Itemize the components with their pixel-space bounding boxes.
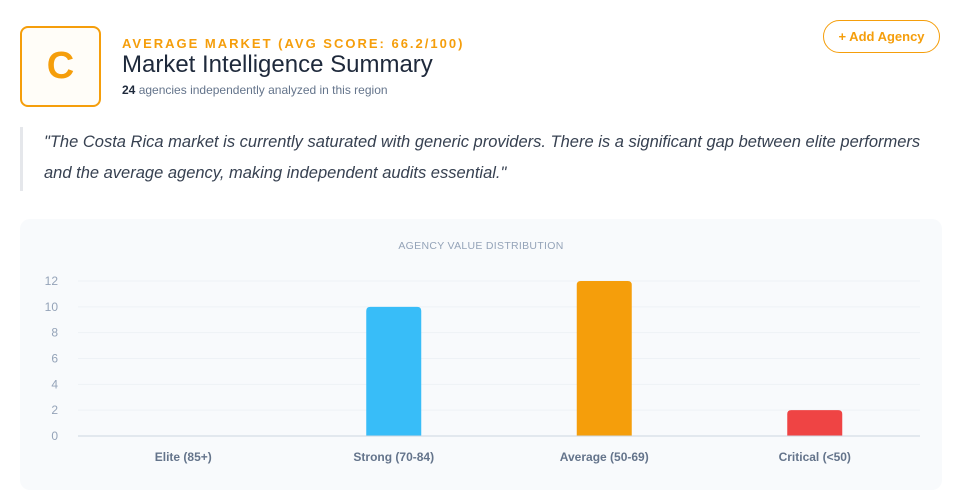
market-summary-quote: "The Costa Rica market is currently satu… [20,127,930,191]
agency-value-distribution-chart: AGENCY VALUE DISTRIBUTION 0 2 4 6 8 10 12 Elite… [20,219,942,490]
y-tick-label: 0 [51,429,58,443]
y-tick-label: 2 [51,403,58,417]
chart-bars [366,281,843,436]
agency-count: 24 [122,83,136,97]
x-category-label: Elite (85+) [155,450,212,464]
add-agency-button[interactable]: + Add Agency [823,20,940,53]
y-tick-label: 12 [45,274,59,288]
y-tick-label: 8 [51,326,58,340]
chart-labels: 0 2 4 6 8 10 12 Elite (85+) Strong (70-84) Averag… [45,274,851,464]
agency-count-text: 24 agencies independently analyzed in th… [122,83,388,97]
x-category-label: Average (50-69) [560,450,649,464]
bar-critical[interactable] [787,410,843,436]
y-tick-label: 6 [51,352,58,366]
x-category-label: Strong (70-84) [353,450,434,464]
x-category-label: Critical (<50) [779,450,851,464]
y-tick-label: 4 [51,377,58,391]
chart-grid [78,280,920,411]
chart-title: AGENCY VALUE DISTRIBUTION [398,240,563,252]
market-grade-badge: C [20,26,101,107]
bar-average[interactable] [576,281,632,436]
chart-svg: AGENCY VALUE DISTRIBUTION 0 2 4 6 8 10 12 Elite… [45,240,920,464]
bar-strong[interactable] [366,306,422,436]
page-title: Market Intelligence Summary [122,51,433,78]
market-rating-label: AVERAGE MARKET (AVG SCORE: 66.2/100) [122,36,465,51]
grade-letter: C [46,45,75,87]
y-tick-label: 10 [45,300,59,314]
agency-count-suffix: agencies independently analyzed in this … [135,83,388,97]
